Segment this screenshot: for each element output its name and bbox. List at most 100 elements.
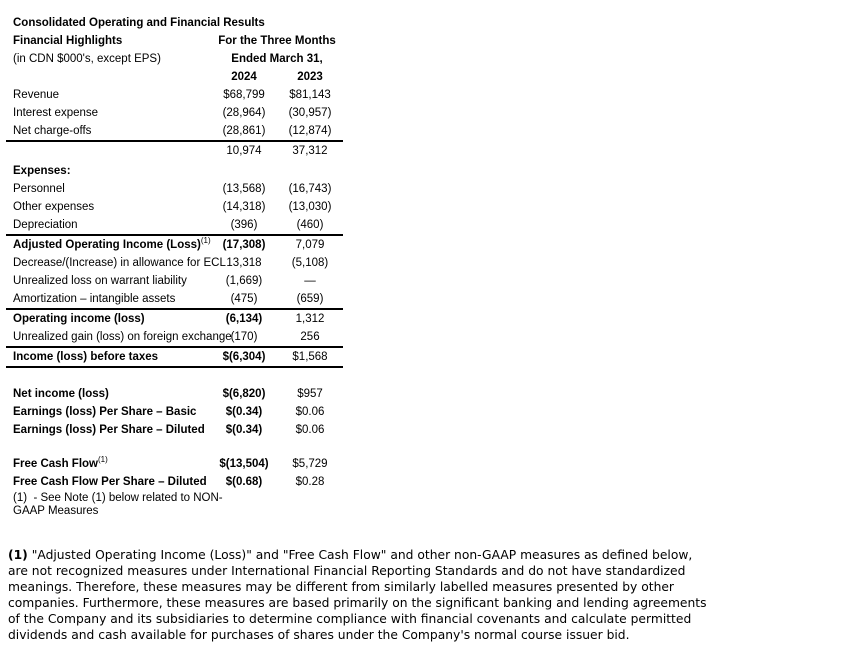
value-2024: (475)	[230, 293, 258, 305]
table-row: Earnings (loss) Per Share – Diluted $(0.3…	[6, 421, 343, 439]
table-row: Amortization – intangible assets (475) (65…	[6, 290, 343, 310]
row-label: Amortization – intangible assets	[13, 293, 176, 305]
table-row: Income (loss) before taxes $(6,304) $1,568	[6, 348, 343, 368]
row-label: Adjusted Operating Income (Loss)(1)	[13, 236, 211, 251]
table-row: Free Cash Flow(1) $(13,504) $5,729	[6, 455, 343, 473]
footnote-marker-superscript: (1)	[200, 236, 211, 246]
row-label: Unrealized loss on warrant liability	[13, 275, 187, 287]
table-row: Net charge-offs (28,861) (12,874)	[6, 122, 343, 142]
value-2024: $(13,504)	[219, 458, 269, 470]
value-2024: (28,964)	[222, 107, 266, 119]
value-2024: (396)	[230, 219, 258, 231]
value-2023: (30,957)	[288, 107, 332, 119]
value-2023: $0.06	[295, 406, 325, 418]
row-label: Unrealized gain (loss) on foreign exchan…	[13, 331, 232, 343]
empty-header-cell	[6, 68, 211, 86]
value-2023: 256	[300, 331, 320, 343]
row-label: Earnings (loss) Per Share – Basic	[13, 406, 197, 418]
table-row: Free Cash Flow Per Share – Diluted $(0.68…	[6, 473, 343, 491]
value-2024: $(0.34)	[225, 406, 263, 418]
value-2023: $5,729	[292, 458, 328, 470]
footnote-marker-superscript: (1)	[98, 455, 108, 465]
value-2023: 1,312	[295, 313, 325, 325]
column-header-2023: 2023	[297, 71, 323, 83]
value-2023: (659)	[296, 293, 324, 305]
table-row: Operating income (loss) (6,134) 1,312	[6, 310, 343, 328]
row-label: Earnings (loss) Per Share – Diluted	[13, 424, 205, 436]
value-2024	[211, 162, 277, 180]
table-row: Unrealized gain (loss) on foreign exchan…	[6, 328, 343, 348]
value-2024: (170)	[230, 331, 258, 343]
table-header-row-3: 2024 2023	[6, 68, 343, 86]
value-2024: $68,799	[223, 89, 265, 101]
value-2024: $(6,820)	[222, 388, 266, 400]
row-label: Net income (loss)	[13, 388, 109, 400]
column-header-2024: 2024	[231, 71, 257, 83]
table-header-row-2: (in CDN $000's, except EPS) Ended March …	[6, 50, 343, 68]
period-header-line-2: Ended March 31,	[231, 53, 323, 65]
value-2024: 13,318	[226, 257, 262, 269]
table-row: Net income (loss) $(6,820) $957	[6, 385, 343, 403]
value-2023: (16,743)	[288, 183, 332, 195]
table-row: Revenue $68,799 $81,143	[6, 86, 343, 104]
table-units-note: (in CDN $000's, except EPS)	[13, 53, 161, 65]
value-2024: (14,318)	[222, 201, 266, 213]
table-subtitle: Financial Highlights	[13, 35, 123, 47]
value-2024: (28,861)	[222, 125, 266, 137]
table-row: Earnings (loss) Per Share – Basic $(0.34)…	[6, 403, 343, 421]
table-header-row-1: Financial Highlights For the Three Month…	[6, 32, 343, 50]
value-2024: (13,568)	[222, 183, 266, 195]
row-label: Personnel	[13, 183, 65, 195]
value-2023: (12,874)	[288, 125, 332, 137]
financial-highlights-table: Financial Highlights For the Three Month…	[6, 32, 343, 517]
row-label: Depreciation	[13, 219, 78, 231]
value-2023: 37,312	[292, 145, 328, 157]
value-2023: $0.06	[295, 424, 325, 436]
table-row: Interest expense (28,964) (30,957)	[6, 104, 343, 122]
document-title: Consolidated Operating and Financial Res…	[13, 17, 265, 29]
value-2023: $1,568	[292, 351, 328, 363]
row-label: Free Cash Flow Per Share – Diluted	[13, 476, 207, 488]
value-2024: (6,134)	[225, 313, 263, 325]
row-label	[6, 142, 211, 160]
row-label: Net charge-offs	[13, 125, 92, 137]
value-2024: $(0.34)	[225, 424, 263, 436]
value-2024: $(6,304)	[222, 351, 266, 363]
table-row: Depreciation (396) (460)	[6, 216, 343, 236]
note-text: "Adjusted Operating Income (Loss)" and "…	[8, 548, 707, 642]
value-2023: $0.28	[295, 476, 325, 488]
table-body: Revenue $68,799 $81,143 Interest expense (28…	[6, 86, 343, 491]
table-row: Expenses:	[6, 162, 343, 180]
value-2023: 7,079	[295, 239, 325, 251]
value-2024: (17,308)	[222, 239, 266, 251]
table-row: Decrease/(Increase) in allowance for ECL…	[6, 254, 343, 272]
value-2023: (5,108)	[291, 257, 329, 269]
value-2023: (13,030)	[288, 201, 332, 213]
row-label: Interest expense	[13, 107, 99, 119]
value-2023: (460)	[296, 219, 324, 231]
table-row: Other expenses (14,318) (13,030)	[6, 198, 343, 216]
row-label: Decrease/(Increase) in allowance for ECL	[13, 257, 226, 269]
row-label: Free Cash Flow(1)	[13, 455, 108, 470]
row-label: Other expenses	[13, 201, 95, 213]
row-label: Expenses:	[13, 165, 71, 177]
value-2024: $(0.68)	[225, 476, 263, 488]
table-row: Adjusted Operating Income (Loss)(1) (17,3…	[6, 236, 343, 254]
value-2024: (1,669)	[225, 275, 263, 287]
row-label: Revenue	[13, 89, 60, 101]
row-label: Income (loss) before taxes	[13, 351, 159, 363]
table-row: Unrealized loss on warrant liability (1,6…	[6, 272, 343, 290]
row-label: Operating income (loss)	[13, 313, 145, 325]
table-row: 10,974 37,312	[6, 142, 343, 160]
value-2024: 10,974	[226, 145, 262, 157]
period-header-line-1: For the Three Months	[218, 35, 336, 47]
value-2023	[277, 162, 343, 180]
non-gaap-note-paragraph: (1) "Adjusted Operating Income (Loss)" a…	[8, 547, 713, 643]
table-footnote: (1) - See Note (1) below related to NON-…	[13, 492, 223, 517]
table-row: Personnel (13,568) (16,743)	[6, 180, 343, 198]
value-2023: $81,143	[289, 89, 331, 101]
value-2023: $957	[297, 388, 323, 400]
note-marker: (1)	[8, 548, 28, 562]
value-2023: —	[304, 275, 316, 287]
financial-results-document: Consolidated Operating and Financial Res…	[6, 17, 713, 643]
